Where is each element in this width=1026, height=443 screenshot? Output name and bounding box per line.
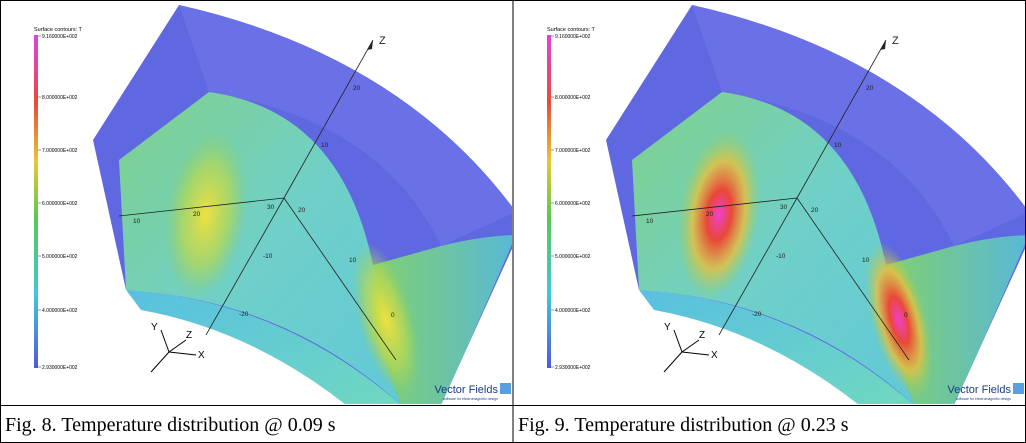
axis-label: 20 — [193, 211, 201, 218]
color-bar-label: 4.000000E+002 — [42, 308, 78, 314]
axis-label: 30 — [780, 204, 788, 211]
triad-line — [168, 339, 187, 353]
axis-label: 0 — [391, 312, 395, 319]
axis-label: Z — [892, 35, 899, 47]
triad-line — [150, 351, 170, 373]
axis-line — [631, 197, 798, 217]
axis-label: 10 — [349, 257, 357, 264]
axis-label: -20 — [239, 311, 249, 318]
color-bar-label: 8.000000E+002 — [555, 95, 591, 101]
color-bar-label: 9.160000E+002 — [42, 34, 78, 40]
axis-line — [796, 39, 887, 199]
color-bar-label: 5.000000E+002 — [42, 254, 78, 260]
triad-label: Z — [186, 330, 192, 341]
triad-line — [160, 329, 170, 353]
triad-label: Z — [699, 330, 705, 341]
logo-name: Vector Fields — [434, 384, 498, 396]
axis-label: 20 — [353, 85, 361, 92]
lower-surface — [639, 290, 913, 404]
logo-icon — [500, 383, 511, 394]
axis-label: 10 — [834, 142, 842, 149]
axis-label: 30 — [267, 204, 275, 211]
axis-label: 10 — [646, 218, 654, 225]
axis-label: 20 — [298, 207, 306, 214]
color-bar-label: 4.000000E+002 — [555, 308, 591, 314]
triad-line — [673, 329, 683, 353]
axis-line — [118, 197, 285, 217]
axis-label: 20 — [811, 207, 819, 214]
logo-name: Vector Fields — [947, 384, 1011, 396]
axis-line — [796, 197, 910, 361]
caption: Fig. 9. Temperature distribution @ 0.23 … — [518, 414, 849, 436]
hot-spot — [677, 130, 761, 300]
axis-label: -10 — [776, 253, 786, 260]
color-bar — [547, 35, 551, 368]
hot-spot — [864, 242, 934, 398]
color-bar-label: 2.930000E+002 — [555, 365, 591, 371]
axis-arrow — [367, 40, 373, 50]
axis-label: 10 — [862, 257, 870, 264]
top-face — [692, 5, 1025, 246]
triad-line — [663, 351, 683, 373]
axis-label: -20 — [752, 311, 762, 318]
axis-line — [283, 197, 397, 361]
color-bar-label: 9.160000E+002 — [555, 34, 591, 40]
color-bar-label: 5.000000E+002 — [555, 254, 591, 260]
axis-label: 20 — [706, 211, 714, 218]
logo-icon — [1013, 383, 1024, 394]
legend-title: Surface contours: T — [547, 27, 596, 33]
triad-line — [681, 339, 700, 353]
axis-label: 20 — [866, 85, 874, 92]
axis-label: 0 — [904, 312, 908, 319]
color-bar-label: 6.000000E+002 — [42, 201, 78, 207]
triad-label: Y — [151, 322, 158, 333]
hot-spot — [164, 130, 248, 300]
triad-line — [681, 351, 710, 356]
color-bar-label: 7.000000E+002 — [555, 148, 591, 154]
axis-label: 10 — [321, 142, 329, 149]
color-bar-label: 8.000000E+002 — [42, 95, 78, 101]
triad-label: X — [711, 350, 718, 361]
axis-label: -10 — [263, 253, 273, 260]
logo-tagline: software for electromagnetic design — [443, 397, 498, 401]
axis-line — [283, 39, 374, 199]
logo-tagline: software for electromagnetic design — [956, 397, 1011, 401]
axis-label: 10 — [133, 218, 141, 225]
legend-title: Surface contours: T — [34, 27, 83, 33]
triad-label: Y — [664, 322, 671, 333]
hot-spot — [351, 242, 421, 398]
color-bar — [34, 35, 38, 368]
top-face — [179, 5, 512, 246]
triad-label: X — [198, 350, 205, 361]
axis-line — [205, 197, 285, 336]
axis-label: Z — [379, 35, 386, 47]
lower-surface — [126, 290, 400, 404]
color-bar-label: 2.930000E+002 — [42, 365, 78, 371]
color-bar-label: 7.000000E+002 — [42, 148, 78, 154]
caption: Fig. 8. Temperature distribution @ 0.09 … — [5, 414, 336, 436]
triad-line — [168, 351, 197, 356]
axis-arrow — [880, 40, 886, 50]
color-bar-label: 6.000000E+002 — [555, 201, 591, 207]
axis-line — [718, 197, 798, 336]
